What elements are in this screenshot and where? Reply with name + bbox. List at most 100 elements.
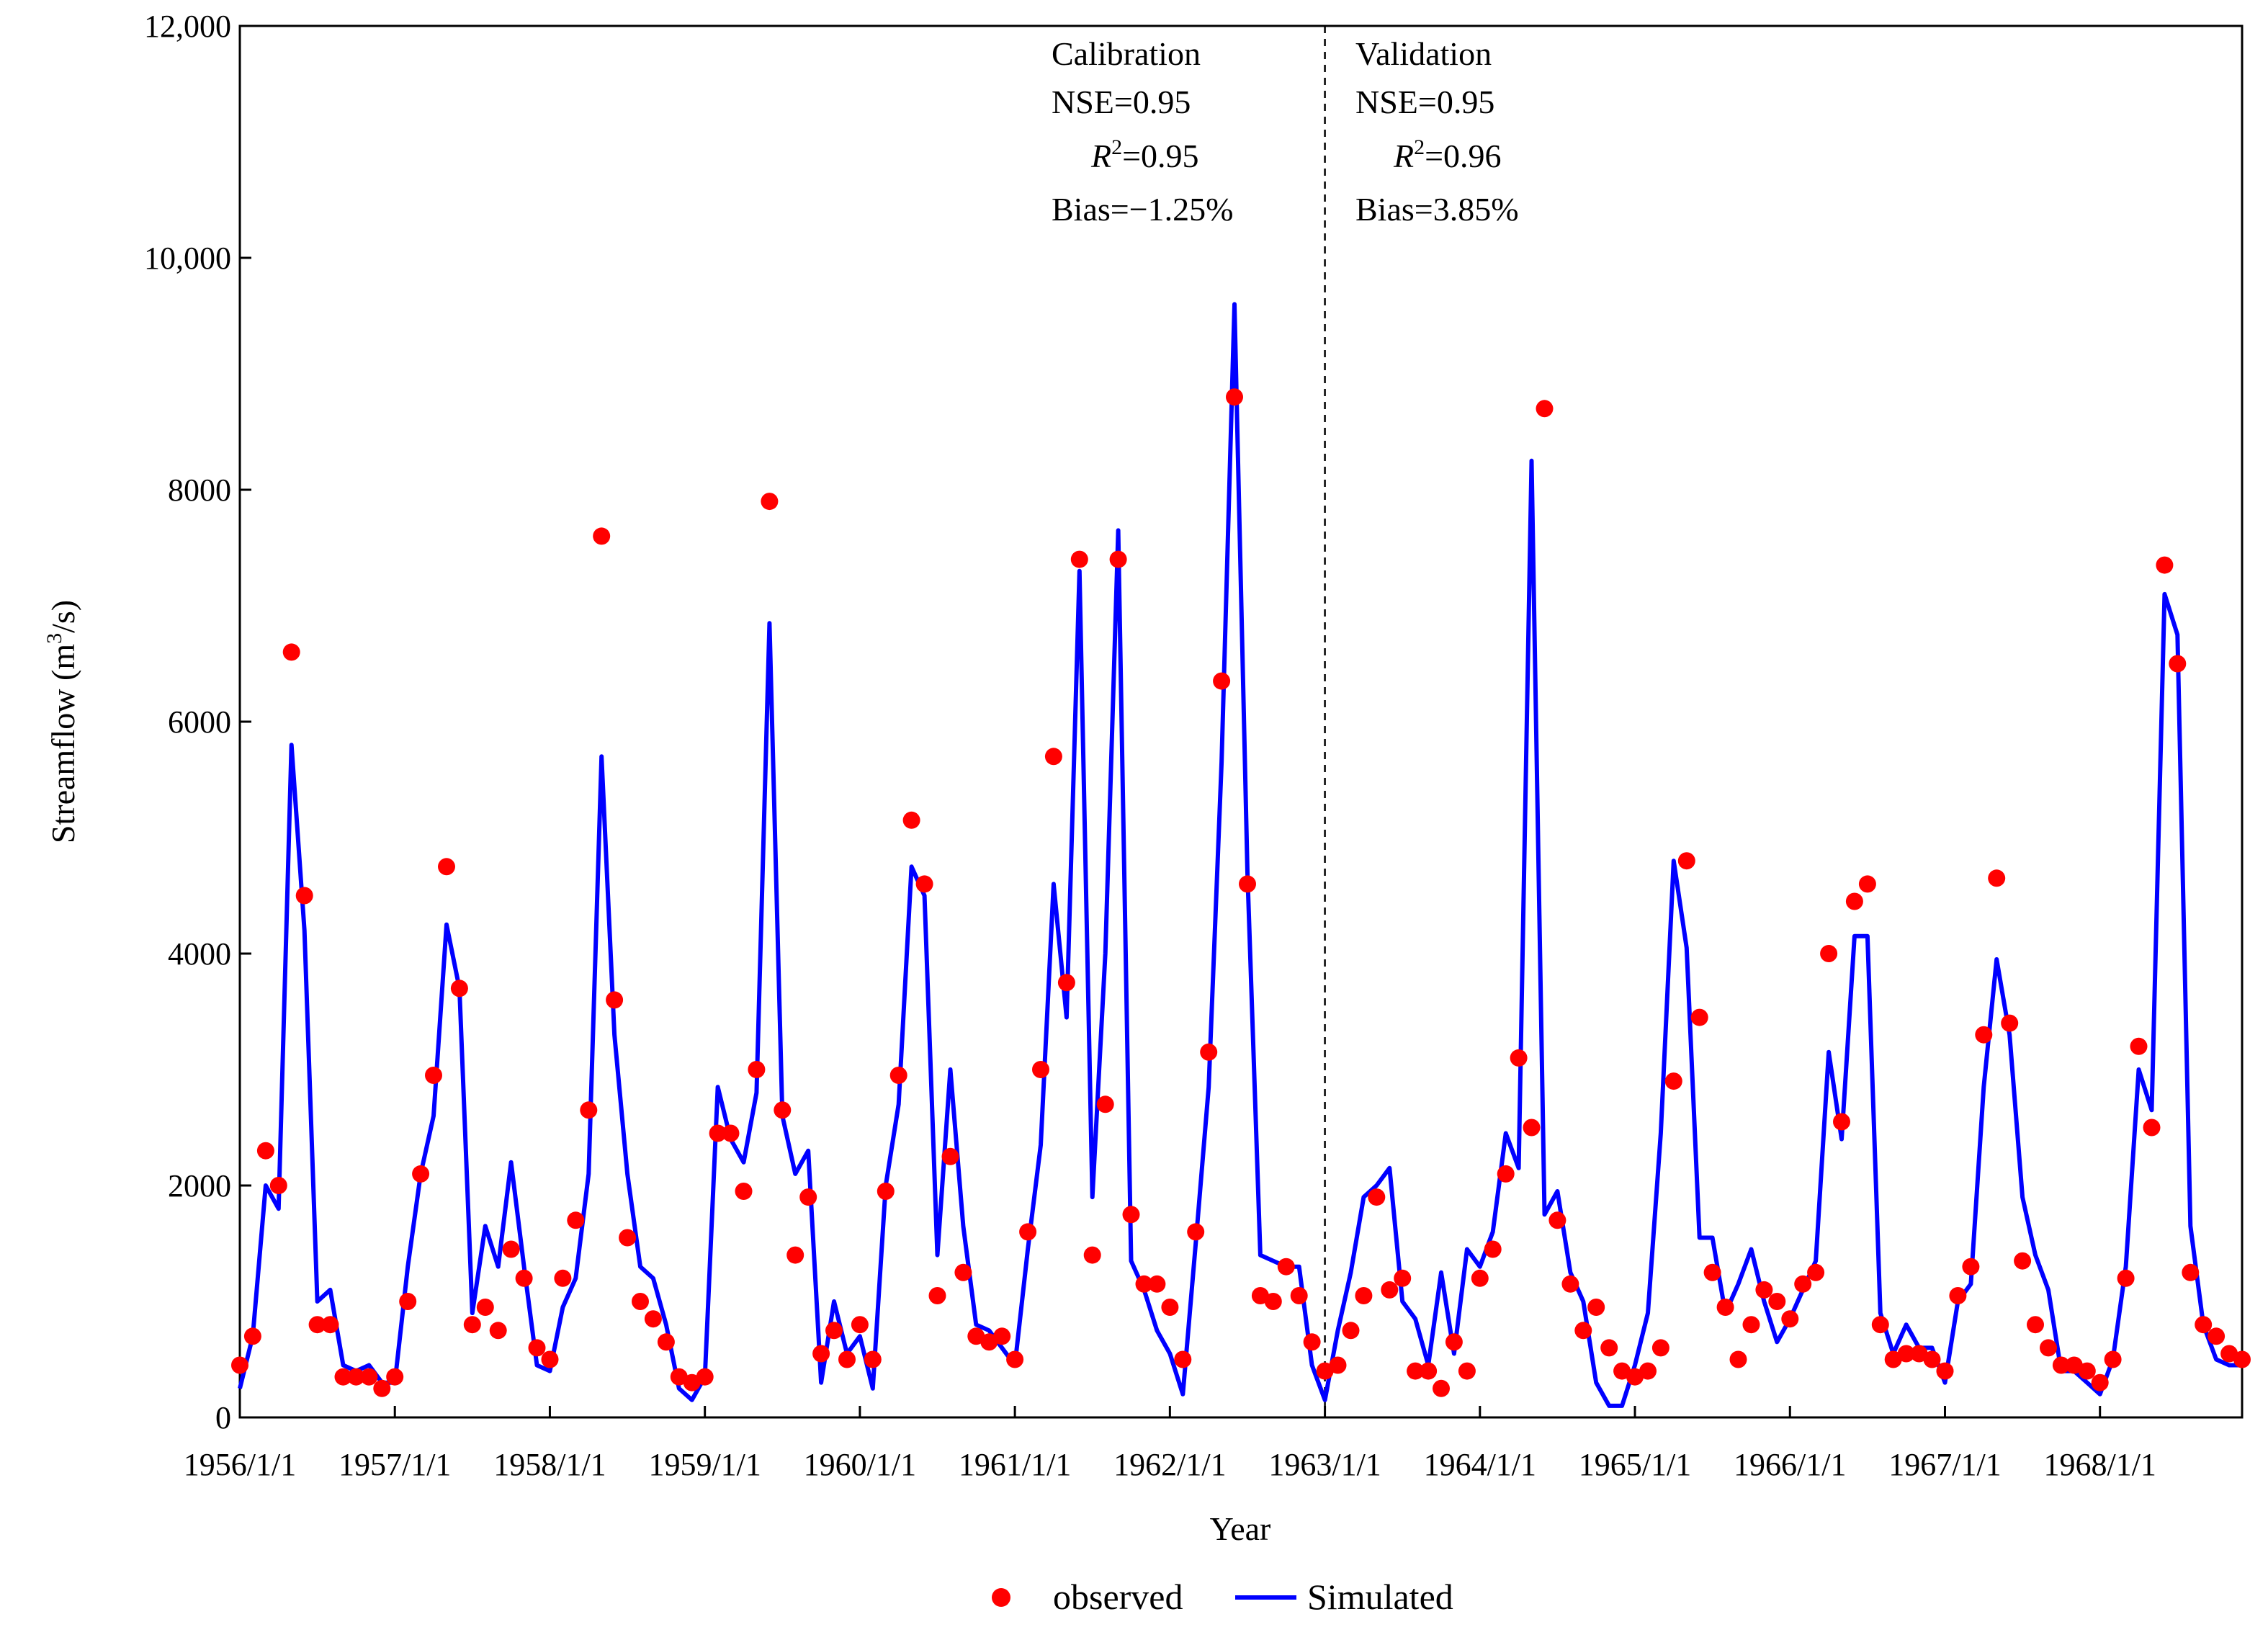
observed-point — [2091, 1373, 2109, 1391]
observed-point — [1161, 1299, 1179, 1316]
observed-point — [993, 1327, 1011, 1345]
observed-point — [1368, 1188, 1386, 1206]
observed-point — [1651, 1339, 1669, 1357]
calibration-r2-value: =0.95 — [1122, 138, 1198, 174]
observed-point — [954, 1263, 972, 1281]
observed-point — [838, 1350, 856, 1368]
observed-point — [1910, 1345, 1928, 1363]
observed-point — [2195, 1316, 2213, 1334]
observed-point — [1032, 1061, 1049, 1078]
observed-point — [476, 1299, 494, 1316]
observed-point — [360, 1368, 378, 1386]
y-axis-ticks: 0 2000 4000 6000 8000 10,000 12,000 — [144, 9, 251, 1435]
validation-r2-var: R — [1393, 138, 1414, 174]
observed-point — [722, 1124, 740, 1142]
legend-observed-label: observed — [1053, 1577, 1183, 1617]
observed-point — [1497, 1165, 1515, 1183]
observed-point — [735, 1183, 753, 1200]
observed-point — [1239, 875, 1256, 893]
observed-point — [1109, 550, 1127, 568]
observed-point — [1407, 1362, 1425, 1380]
observed-point — [1626, 1368, 1644, 1386]
observed-point — [1820, 945, 1838, 962]
y-tick-label: 2000 — [168, 1168, 231, 1204]
y-tick-label: 12,000 — [144, 9, 231, 44]
observed-point — [1729, 1350, 1747, 1368]
observed-point — [1006, 1350, 1024, 1368]
observed-point — [282, 643, 300, 661]
observed-point — [1600, 1339, 1618, 1357]
calibration-nse: NSE=0.95 — [1052, 84, 1191, 120]
observed-point — [580, 1101, 598, 1119]
observed-point — [2065, 1356, 2083, 1374]
observed-point — [889, 1067, 907, 1084]
observed-point — [1897, 1345, 1915, 1363]
observed-point — [1936, 1362, 1954, 1380]
observed-point — [2208, 1327, 2226, 1345]
observed-point — [567, 1211, 585, 1229]
observed-point — [1871, 1316, 1889, 1334]
observed-point — [1962, 1258, 1980, 1276]
observed-point — [683, 1373, 701, 1391]
observed-point — [1613, 1362, 1631, 1380]
observed-point — [1703, 1263, 1721, 1281]
observed-point — [386, 1368, 404, 1386]
x-tick-label: 1958/1/1 — [493, 1447, 606, 1482]
observed-point — [941, 1147, 959, 1165]
observed-point — [2117, 1269, 2135, 1287]
observed-point — [412, 1165, 430, 1183]
observed-point — [347, 1368, 365, 1386]
observed-point — [1833, 1113, 1850, 1131]
observed-point — [1845, 892, 1863, 910]
observed-point — [696, 1368, 714, 1386]
observed-point — [2001, 1014, 2019, 1032]
validation-r2-sup: 2 — [1414, 135, 1425, 159]
observed-point — [2027, 1316, 2044, 1334]
observed-point — [1394, 1269, 1412, 1287]
observed-point — [1677, 852, 1695, 870]
observed-point — [1355, 1287, 1373, 1304]
observed-point — [632, 1293, 649, 1310]
observed-point — [2014, 1252, 2032, 1270]
observed-point — [1342, 1322, 1360, 1340]
observed-point — [1148, 1275, 1166, 1293]
y-axis-title-sup: 3 — [42, 633, 66, 644]
x-tick-label: 1968/1/1 — [2043, 1447, 2156, 1482]
x-tick-label: 1967/1/1 — [1888, 1447, 2001, 1482]
observed-point — [1316, 1362, 1334, 1380]
observed-point — [928, 1287, 946, 1304]
calibration-r2: R2=0.95 — [1090, 135, 1199, 174]
observed-point — [2156, 556, 2174, 574]
validation-r2: R2=0.96 — [1393, 135, 1502, 174]
x-tick-label: 1963/1/1 — [1268, 1447, 1381, 1482]
observed-point — [1044, 748, 1062, 766]
y-tick-label: 8000 — [168, 472, 231, 508]
legend-observed-marker — [992, 1588, 1010, 1607]
validation-title: Validation — [1355, 35, 1492, 72]
x-tick-label: 1962/1/1 — [1113, 1447, 1226, 1482]
observed-point — [1264, 1293, 1282, 1310]
observed-point — [1755, 1281, 1773, 1299]
observed-point — [1135, 1275, 1153, 1293]
legend: observed Simulated — [992, 1577, 1453, 1617]
observed-point — [1742, 1316, 1760, 1334]
observed-point — [334, 1368, 352, 1386]
observed-point — [2052, 1356, 2070, 1374]
observed-point — [851, 1316, 869, 1334]
observed-point — [812, 1345, 830, 1363]
observed-point — [450, 980, 468, 998]
observed-point — [1768, 1293, 1786, 1310]
observed-point — [295, 887, 313, 905]
observed-point — [786, 1246, 804, 1264]
observed-point — [2182, 1263, 2200, 1281]
observed-series-points — [231, 388, 2251, 1397]
observed-point — [1251, 1287, 1269, 1304]
observed-point — [1471, 1269, 1489, 1287]
calibration-r2-sup: 2 — [1111, 135, 1122, 159]
observed-point — [243, 1327, 261, 1345]
observed-point — [1290, 1287, 1308, 1304]
observed-point — [2040, 1339, 2057, 1357]
x-tick-label: 1957/1/1 — [339, 1447, 451, 1482]
observed-point — [1213, 672, 1231, 690]
